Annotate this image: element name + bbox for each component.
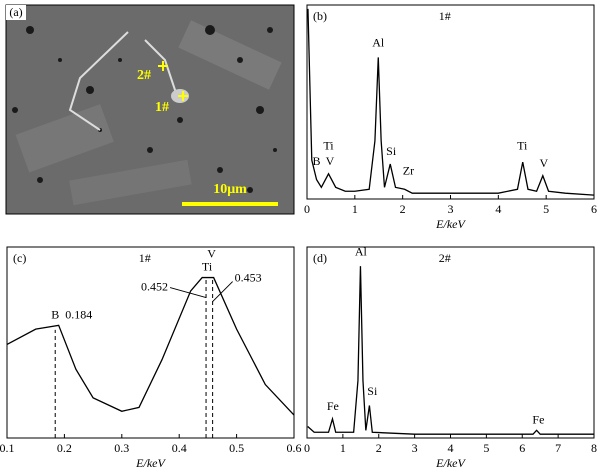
x-tick-label: 5 [543,202,549,216]
panel-title: 1# [139,251,151,265]
x-tick-label: 3 [412,441,418,455]
panel-label: (a) [9,5,22,19]
element-label: Ti [202,259,213,273]
x-tick-label: 3 [448,202,454,216]
x-tick-label: 1 [352,202,358,216]
point-label: 2# [137,68,151,83]
point-label: 1# [155,100,169,115]
label-box [6,5,26,20]
cross-marks [158,61,188,101]
panel-title: 2# [439,251,451,265]
spectrum [307,8,595,196]
scale-label: 10μm [213,182,247,197]
peak-label: Si [367,384,378,398]
x-tick-label: 1 [340,441,346,455]
x-tick-label: 0.1 [0,441,15,455]
peak-label: B [313,154,321,168]
peak-label: Al [355,244,368,258]
x-tick-label: 0 [304,441,310,455]
x-axis-label: E/keV [135,456,166,470]
peak-label: Ti [517,138,528,152]
peak-label: Zr [403,164,414,178]
spectrum [307,266,594,435]
x-tick-label: 2 [376,441,382,455]
panel-label: (d) [313,251,327,265]
peak-label: Fe [327,399,339,413]
x-tick-label: 5 [483,441,489,455]
x-tick-label: 4 [495,202,501,216]
x-tick-label: 6 [591,202,597,216]
peak-label: V [539,156,548,170]
x-tick-label: 2 [400,202,406,216]
x-axis-label: E/keV [435,217,466,231]
peak-label: Si [386,144,397,158]
x-tick-label: 7 [555,441,561,455]
peak-label: Fe [532,413,544,427]
pores [12,25,277,193]
x-tick-label: 0.3 [114,441,129,455]
energy-label: 0.184 [65,308,92,322]
energy-label: 0.452 [141,279,168,293]
x-tick-label: 0 [304,202,310,216]
panel-label: (b) [313,9,327,23]
x-tick-label: 8 [591,441,597,455]
x-tick-label: 0.5 [229,441,244,455]
grain [15,104,114,173]
x-tick-label: 4 [448,441,454,455]
plot-frame [306,4,595,200]
leader-line [169,287,207,299]
peak-label: Ti [323,138,334,152]
x-tick-label: 0.4 [172,441,187,455]
phase-line [68,31,129,131]
sem-image: (a) 2# 1# 10μm [5,4,295,215]
panel-title: 1# [439,9,451,23]
element-label: V [207,246,216,260]
grain [69,159,192,206]
peak-label: Al [372,36,385,50]
leader-line [212,281,233,302]
scale-bar [182,202,278,206]
x-tick-label: 0.2 [57,441,72,455]
x-tick-label: 0.6 [287,441,302,455]
element-label: B [51,308,59,322]
plot-frame [306,246,595,439]
spectrum [6,276,295,416]
x-tick-label: 6 [519,441,525,455]
grain [178,20,282,90]
x-axis-label: E/keV [435,456,466,470]
peak-label: V [326,154,335,168]
energy-label: 0.453 [235,270,262,284]
plot-frame [6,246,295,439]
panel-label: (c) [13,251,26,265]
sem-frame [5,4,295,215]
